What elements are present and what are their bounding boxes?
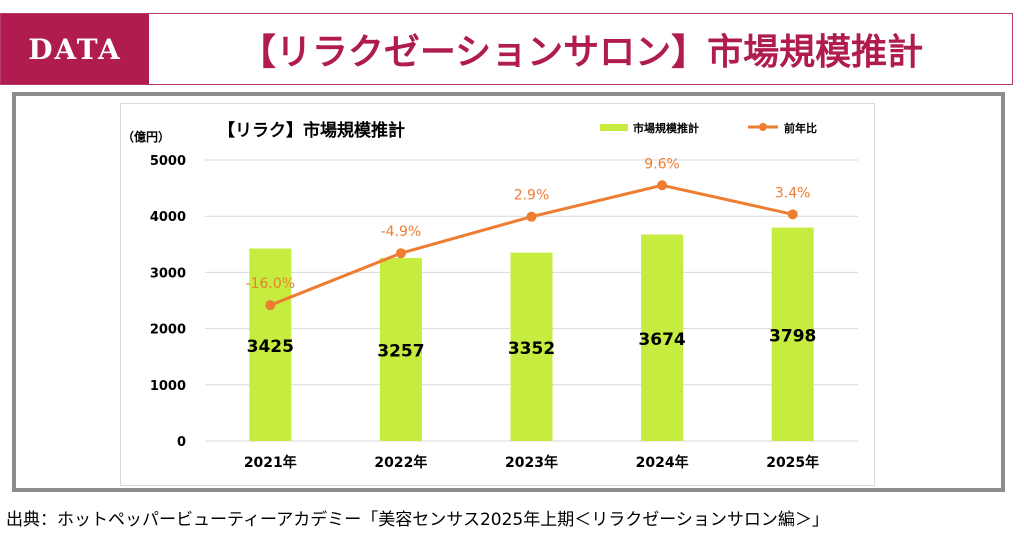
x-tick-label: 2022年 <box>374 454 427 471</box>
bar <box>249 248 292 441</box>
bar-value-label: 3352 <box>508 339 555 359</box>
y-tick-label: 3000 <box>150 266 186 281</box>
page-title: 【リラクゼーションサロン】市場規模推計 <box>239 32 924 73</box>
x-tick-label: 2024年 <box>636 454 689 471</box>
header-banner: DATA 【リラクゼーションサロン】市場規模推計 <box>0 13 1013 85</box>
line-value-label: -16.0% <box>246 276 296 292</box>
y-unit-label: （億円） <box>122 129 170 144</box>
legend-line-marker <box>759 123 767 131</box>
chart-area <box>120 103 875 486</box>
bar-value-label: 3257 <box>377 341 424 361</box>
line-value-label: 9.6% <box>644 156 680 172</box>
line-value-label: 3.4% <box>775 185 811 201</box>
line-point <box>265 300 276 311</box>
line-point <box>395 248 406 259</box>
legend-line-label: 前年比 <box>784 121 817 135</box>
bar-value-label: 3674 <box>638 330 685 350</box>
chart-frame <box>12 92 1005 492</box>
line-point <box>526 211 537 222</box>
legend-bar-label: 市場規模推計 <box>633 121 699 135</box>
chart-title: 【リラク】市場規模推計 <box>218 120 405 141</box>
data-tag: DATA <box>1 14 149 84</box>
bar <box>379 257 422 441</box>
y-tick-label: 1000 <box>150 379 186 394</box>
bar-value-label: 3798 <box>769 326 816 346</box>
y-tick-label: 2000 <box>150 323 186 338</box>
bar <box>641 234 684 441</box>
bar <box>510 252 553 441</box>
line-point <box>787 209 798 220</box>
line-point <box>657 180 668 191</box>
line-value-label: -4.9% <box>381 224 422 240</box>
y-tick-label: 5000 <box>150 154 186 169</box>
legend-bar-swatch <box>600 124 628 131</box>
x-tick-label: 2021年 <box>244 454 297 471</box>
x-tick-label: 2025年 <box>766 454 819 471</box>
bar-value-label: 3425 <box>247 337 294 357</box>
line-value-label: 2.9% <box>514 188 550 204</box>
y-tick-label: 0 <box>177 435 186 450</box>
y-tick-label: 4000 <box>150 210 186 225</box>
source-note: 出典：ホットペッパービューティーアカデミー「美容センサス2025年上期＜リラクゼ… <box>6 510 829 530</box>
bar <box>771 227 814 441</box>
x-tick-label: 2023年 <box>505 454 558 471</box>
